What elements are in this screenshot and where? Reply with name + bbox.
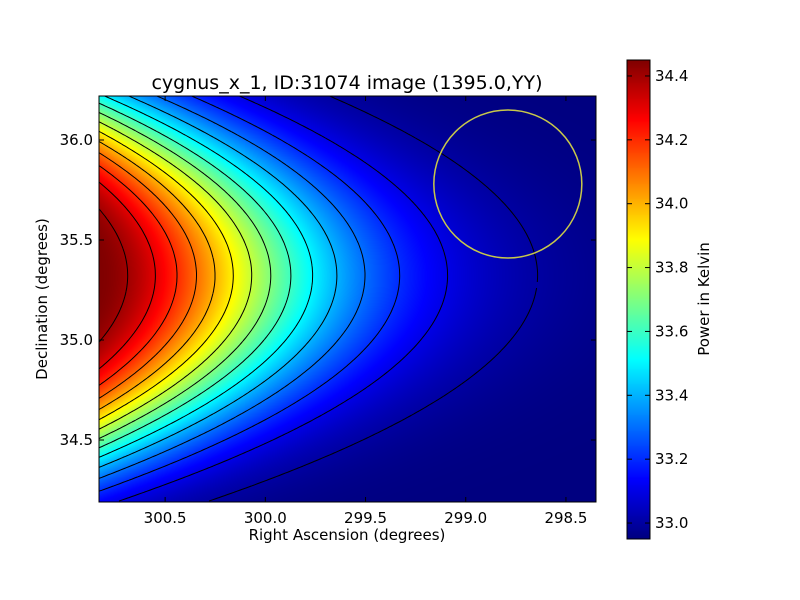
- y-tick-label: 35.0: [60, 331, 93, 349]
- colorbar-axis: 33.0 33.2 33.4 33.6 33.8 34.0 34.2 34.4: [627, 67, 688, 532]
- contour-lines: [98, 95, 539, 502]
- plot-frame: [98, 95, 597, 503]
- colorbar-tick-label: 33.8: [655, 259, 688, 277]
- x-tick-label: 300.0: [244, 509, 287, 527]
- x-tick-label: 299.5: [344, 509, 387, 527]
- contour-line-10: [98, 141, 216, 410]
- colorbar-label: Power in Kelvin: [695, 242, 713, 356]
- colorbar-tick-label: 34.2: [655, 131, 688, 149]
- x-tick-label: 300.5: [144, 509, 187, 527]
- source-circle-marker: [433, 109, 583, 259]
- colorbar-tick-label: 33.4: [655, 386, 688, 404]
- contour-line-13: [98, 181, 156, 370]
- y-tick-label: 36.0: [60, 131, 93, 149]
- contour-line-8: [98, 121, 253, 430]
- heatmap-image: [99, 96, 596, 502]
- colorbar-gradient: [627, 60, 650, 539]
- colorbar-tick-label: 34.4: [655, 67, 688, 85]
- contour-line-6: [98, 102, 292, 449]
- x-axis-label: Right Ascension (degrees): [249, 526, 446, 544]
- colorbar-tick-label: 33.2: [655, 450, 688, 468]
- y-tick-label: 35.5: [60, 231, 93, 249]
- x-axis: 300.5 300.0 299.5 299.0 298.5: [144, 96, 587, 527]
- contour-line-7: [98, 112, 272, 439]
- contour-line-9: [98, 130, 234, 421]
- colorbar-frame: [626, 59, 651, 540]
- colorbar-tick-label: 34.0: [655, 195, 688, 213]
- colorbar-tick-label: 33.6: [655, 322, 688, 340]
- y-axis: 34.5 35.0 35.5 36.0: [60, 131, 596, 449]
- x-tick-label: 299.0: [444, 509, 487, 527]
- y-axis-label: Declination (degrees): [33, 218, 51, 380]
- colorbar-tick-label: 33.0: [655, 514, 688, 532]
- chart-title: cygnus_x_1, ID:31074 image (1395.0,YY): [151, 72, 542, 94]
- x-tick-label: 298.5: [544, 509, 587, 527]
- contour-line-12: [98, 165, 178, 386]
- y-tick-label: 34.5: [60, 431, 93, 449]
